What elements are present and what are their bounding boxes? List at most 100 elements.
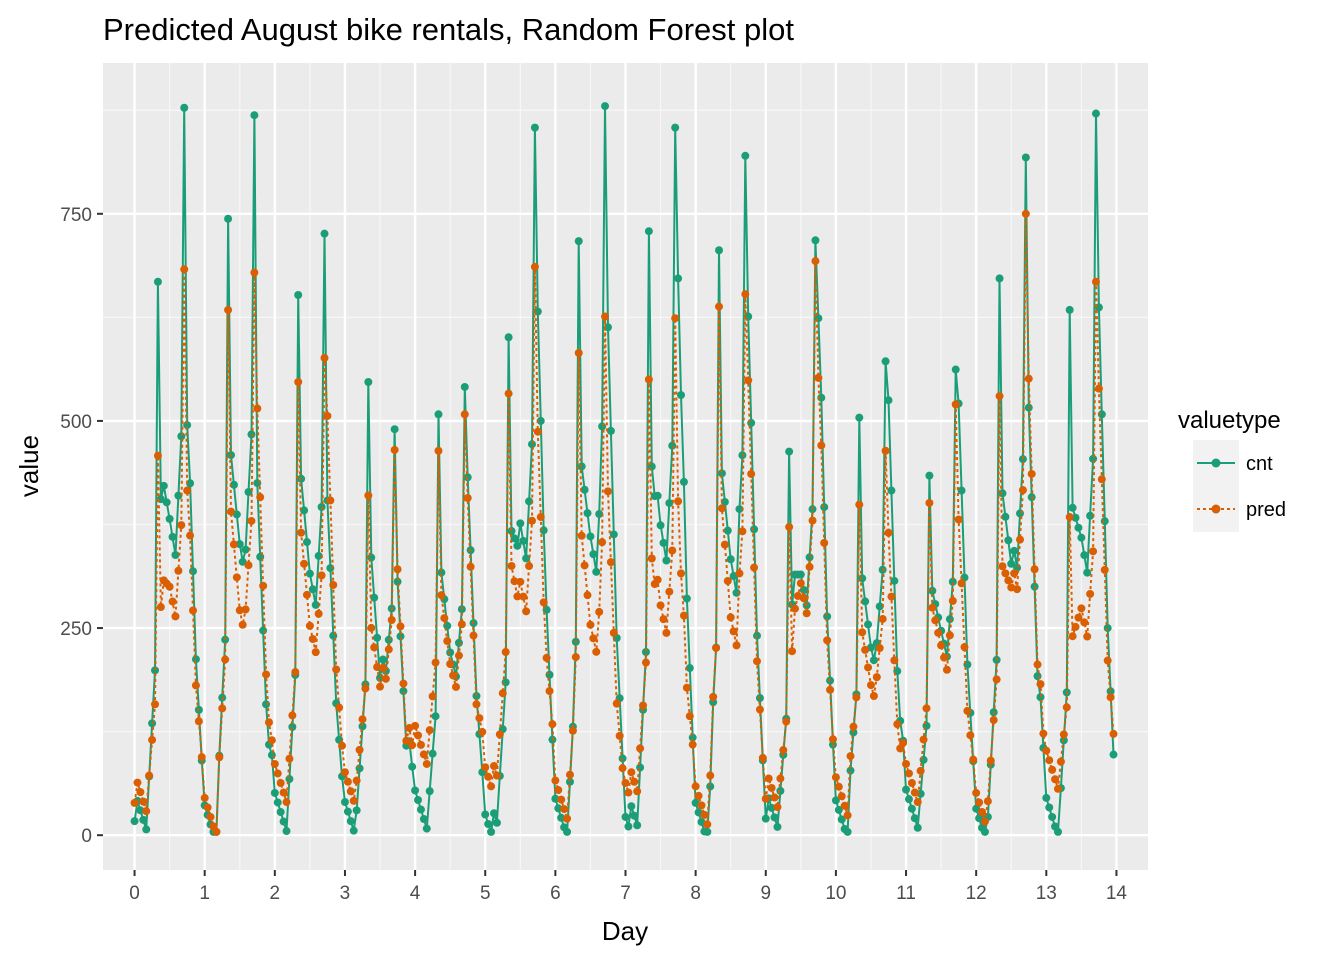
data-point-cnt	[887, 486, 896, 495]
data-point-cnt	[1010, 546, 1019, 555]
data-point-pred	[425, 726, 434, 735]
data-point-pred	[288, 711, 297, 720]
data-point-cnt	[659, 538, 668, 547]
data-point-cnt	[972, 804, 981, 813]
x-tick-label: 11	[896, 883, 916, 904]
data-point-pred	[776, 774, 785, 783]
data-point-pred	[197, 753, 206, 762]
data-point-pred	[855, 500, 864, 509]
data-point-pred	[352, 776, 361, 785]
y-tick-label: 500	[60, 412, 92, 433]
data-point-pred	[481, 763, 490, 772]
x-tick-label: 0	[129, 883, 140, 904]
data-point-pred	[715, 302, 724, 311]
data-point-pred	[250, 268, 259, 277]
data-point-pred	[565, 770, 574, 779]
data-point-cnt	[492, 818, 501, 827]
data-point-pred	[840, 801, 849, 810]
data-point-pred	[753, 657, 762, 666]
data-point-pred	[963, 706, 972, 715]
data-point-cnt	[241, 545, 250, 554]
legend: valuetype cnt pred	[1178, 407, 1286, 532]
data-point-cnt	[1089, 454, 1098, 463]
data-point-pred	[411, 721, 420, 730]
data-point-cnt	[165, 514, 174, 523]
data-point-pred	[954, 515, 963, 524]
data-point-cnt	[715, 246, 724, 255]
data-point-pred	[142, 807, 151, 816]
data-point-cnt	[633, 821, 642, 830]
data-point-pred	[226, 507, 235, 516]
data-point-pred	[1103, 656, 1112, 665]
data-point-cnt	[142, 825, 151, 834]
data-point-cnt	[682, 594, 691, 603]
data-point-cnt	[396, 632, 405, 641]
data-point-pred	[396, 622, 405, 631]
data-point-cnt	[881, 357, 890, 366]
data-point-pred	[478, 727, 487, 736]
data-point-pred	[750, 563, 759, 572]
data-point-cnt	[273, 798, 282, 807]
data-point-cnt	[1065, 305, 1074, 314]
data-point-cnt	[907, 804, 916, 813]
data-point-cnt	[186, 479, 195, 488]
data-point-pred	[609, 628, 618, 637]
data-point-cnt	[583, 509, 592, 518]
data-point-pred	[998, 562, 1007, 571]
data-point-pred	[893, 720, 902, 729]
data-point-cnt	[890, 576, 899, 585]
data-point-cnt	[554, 804, 563, 813]
data-point-cnt	[919, 755, 928, 764]
data-point-pred	[685, 712, 694, 721]
data-point-pred	[861, 645, 870, 654]
data-point-cnt	[1103, 624, 1112, 633]
data-point-cnt	[595, 510, 604, 519]
data-point-pred	[335, 703, 344, 712]
data-point-cnt	[820, 503, 829, 512]
data-point-pred	[878, 614, 887, 623]
data-point-pred	[837, 792, 846, 801]
data-point-pred	[270, 759, 279, 768]
data-point-pred	[846, 752, 855, 761]
data-point-pred	[560, 805, 569, 814]
data-point-pred	[317, 571, 326, 580]
data-point-cnt	[367, 553, 376, 562]
data-point-cnt	[776, 786, 785, 795]
data-point-pred	[443, 637, 452, 646]
data-point-pred	[308, 635, 317, 644]
data-point-pred	[931, 616, 940, 625]
data-point-pred	[189, 606, 198, 615]
data-point-pred	[694, 791, 703, 800]
data-point-pred	[1045, 756, 1054, 765]
data-point-cnt	[975, 814, 984, 823]
data-point-cnt	[168, 532, 177, 541]
data-point-pred	[1062, 703, 1071, 712]
data-point-pred	[1039, 729, 1048, 738]
data-point-cnt	[340, 798, 349, 807]
data-point-cnt	[174, 491, 183, 500]
data-point-pred	[305, 621, 314, 630]
data-point-cnt	[487, 827, 496, 836]
data-point-pred	[574, 348, 583, 357]
data-point-cnt	[831, 796, 840, 805]
data-point-cnt	[1021, 153, 1030, 162]
data-point-pred	[966, 731, 975, 740]
data-point-pred	[525, 562, 534, 571]
data-point-cnt	[516, 519, 525, 528]
data-point-pred	[571, 653, 580, 662]
x-tick-label: 12	[966, 883, 987, 904]
data-point-cnt	[311, 600, 320, 609]
data-point-pred	[928, 603, 937, 612]
data-point-cnt	[717, 469, 726, 478]
data-point-cnt	[843, 827, 852, 836]
data-point-cnt	[1001, 512, 1010, 521]
data-point-cnt	[750, 525, 759, 534]
data-point-pred	[323, 411, 332, 420]
data-point-cnt	[238, 557, 247, 566]
data-point-pred	[995, 392, 1004, 401]
data-point-pred	[338, 741, 347, 750]
data-point-cnt	[297, 474, 306, 483]
data-point-cnt	[525, 497, 534, 506]
data-point-pred	[507, 561, 516, 570]
